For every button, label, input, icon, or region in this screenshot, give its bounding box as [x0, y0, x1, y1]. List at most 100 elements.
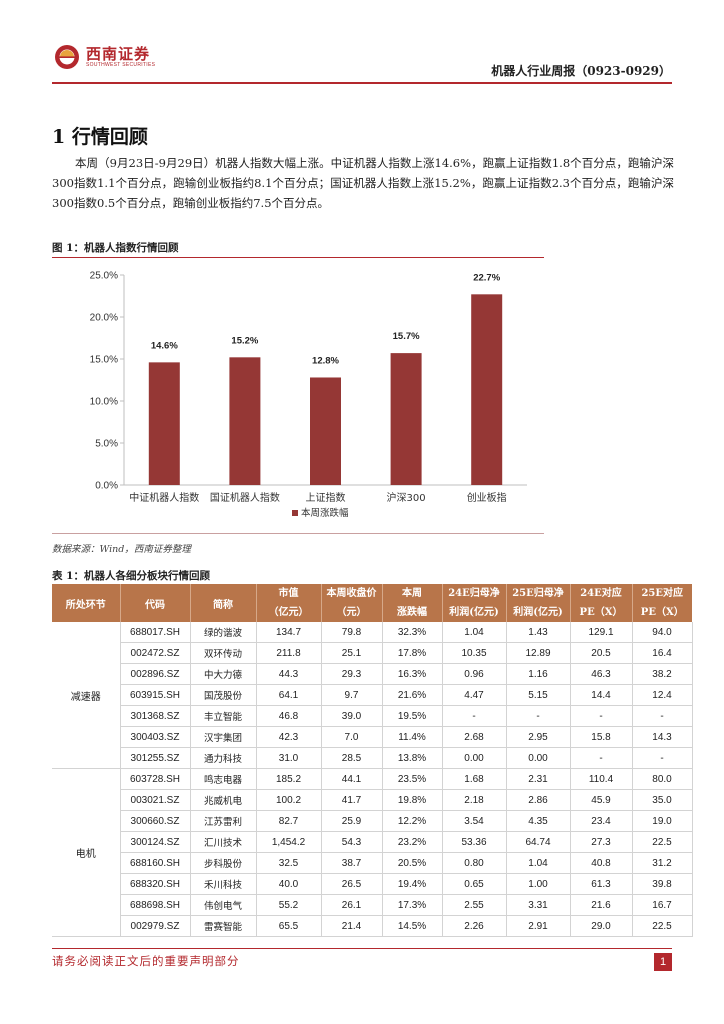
table-cell: 1.68: [441, 768, 506, 790]
table-header-text: 简称: [213, 599, 233, 611]
table-row: 688320.SH 禾川科技 40.0 26.5 19.4% 0.65 1.00 61.3 39…: [52, 873, 693, 895]
table-cell: 25.9: [320, 810, 382, 832]
table-group-cell: 减速器: [52, 622, 120, 769]
table-header-cell: 25E归母净 利润(亿元): [505, 584, 570, 622]
table-header-text: 本周: [402, 588, 422, 599]
table-cell: 1.04: [505, 852, 570, 874]
table-header-text: 所处环节: [65, 599, 106, 611]
logo-mark-icon: [55, 45, 79, 69]
section-heading: 1 行情回顾: [52, 126, 148, 148]
table-cell: 002472.SZ: [119, 642, 190, 664]
bar: [148, 362, 180, 485]
table-cell: 绿的谐波: [189, 622, 256, 643]
table-cell: 55.2: [255, 894, 321, 916]
table-cell: 44.1: [320, 768, 382, 790]
table-cell: 0.80: [441, 852, 506, 874]
table-cell: 185.2: [255, 768, 321, 790]
table-cell: 64.74: [505, 831, 570, 853]
table-cell: 45.9: [569, 789, 632, 811]
table-cell: 1,454.2: [255, 831, 321, 853]
table-header-text: PE（X）: [579, 607, 623, 618]
bar: [390, 353, 422, 485]
table-cell: 65.5: [255, 915, 321, 937]
table-cell: 16.7: [631, 894, 693, 916]
bar: [310, 377, 341, 485]
table-cell: 21.6%: [381, 684, 442, 706]
table-cell: 19.0: [631, 810, 693, 832]
table-header-text: 代码: [145, 599, 165, 611]
table-cell: 0.00: [441, 747, 506, 769]
table-cell: 54.3: [320, 831, 382, 853]
table-cell: 61.3: [569, 873, 632, 895]
footer-disclaimer: 请务必阅读正文后的重要声明部分: [52, 954, 240, 968]
table-header-text: 25E归母净: [512, 588, 564, 599]
table-cell: 12.2%: [381, 810, 442, 832]
table-header-cell: 市值 （亿元）: [255, 584, 321, 622]
table-cell: 300403.SZ: [119, 726, 190, 748]
table-row: 301255.SZ 通力科技 31.0 28.5 13.8% 0.00 0.00- -: [52, 747, 693, 769]
table-cell: 19.4%: [381, 873, 442, 895]
bar-chart-svg: 0.0% 5.0% 10.0% 15.0% 20.0% 25.0% 14.6% 中证机器人指数…: [90, 271, 527, 519]
table-cell: 46.8: [255, 705, 321, 727]
bar-data-label: 15.2%: [231, 335, 258, 346]
y-tick-label: 10.0%: [90, 397, 118, 408]
table-row: 300124.SZ 汇川技术 1,454.2 54.3 23.2% 53.36 64.74 2…: [52, 831, 693, 853]
table-cell: 25.1: [320, 642, 382, 664]
table-cell: 14.4: [569, 684, 632, 706]
y-tick-label: 20.0%: [90, 313, 118, 324]
table-header-text: 25E对应: [641, 588, 684, 599]
table-cell: 40.8: [569, 852, 632, 874]
table-cell: 79.8: [320, 622, 382, 643]
table-cell: 002979.SZ: [119, 915, 190, 937]
table-cell: 003021.SZ: [119, 789, 190, 811]
table-cell: 38.7: [320, 852, 382, 874]
table-cell: 20.5: [569, 642, 632, 664]
table-cell: 中大力德: [189, 663, 256, 685]
table-cell: 80.0: [631, 768, 693, 790]
table-cell: 23.4: [569, 810, 632, 832]
table-cell: 江苏雷利: [189, 810, 256, 832]
table-row: 603915.SH 国茂股份 64.1 9.7 21.6% 4.47 5.15 14.4 12.…: [52, 684, 693, 706]
table-cell: 129.1: [569, 622, 632, 643]
table-header-cell: 25E对应 PE（X）: [631, 584, 692, 622]
table-cell: 82.7: [255, 810, 321, 832]
table-cell: 1.43: [505, 622, 570, 643]
table-cell: 300124.SZ: [119, 831, 190, 853]
table-body: 减速器 688017.SH 绿的谐波 134.7 79.8 32.3% 1.04 1.43 12…: [52, 622, 693, 937]
table-cell: 19.5%: [381, 705, 442, 727]
table-cell: 300660.SZ: [119, 810, 190, 832]
logo-name-cn: 西南证券: [86, 45, 151, 63]
table-header-text: （亿元）: [268, 607, 309, 618]
table-row: 688698.SH 伟创电气 55.2 26.1 17.3% 2.55 3.31 21.6 16…: [52, 894, 693, 916]
table-cell: 688160.SH: [119, 852, 190, 874]
y-tick-label: 15.0%: [90, 355, 118, 366]
table-cell: 603915.SH: [119, 684, 190, 706]
table-cell: 1.16: [505, 663, 570, 685]
table-cell: 688320.SH: [119, 873, 190, 895]
table-cell: 0.96: [441, 663, 506, 685]
logo-name-en: SOUTHWEST SECURITIES: [86, 62, 156, 68]
table-cell: 32.3%: [381, 622, 442, 643]
table-cell: -: [569, 747, 632, 769]
table-header-cell: 所处环节: [52, 584, 120, 622]
table-row: 002979.SZ 雷赛智能 65.5 21.4 14.5% 2.26 2.91 29.0 22…: [52, 915, 693, 937]
table-cell: 2.95: [505, 726, 570, 748]
bar-data-label: 22.7%: [473, 272, 500, 283]
bar-chart: 0.0% 5.0% 10.0% 15.0% 20.0% 25.0% 14.6% 中证机器人指数…: [52, 258, 544, 530]
table-cell: -: [441, 705, 506, 727]
table-cell: 134.7: [255, 622, 321, 643]
table-header-cell: 24E对应 PE（X）: [569, 584, 632, 622]
table-cell: 20.5%: [381, 852, 442, 874]
report-title: 机器人行业周报（0923-0929）: [491, 64, 671, 78]
bar: [229, 357, 261, 485]
table-row: 301368.SZ 丰立智能 46.8 39.0 19.5% - - - -: [52, 705, 693, 727]
table-cell: 鸣志电器: [189, 768, 256, 790]
table-row: 002472.SZ 双环传动 211.8 25.1 17.8% 10.35 12.89 20.…: [52, 642, 693, 664]
table-cell: -: [631, 705, 693, 727]
table-cell: 通力科技: [189, 747, 256, 769]
table-cell: 5.15: [505, 684, 570, 706]
table-cell: 16.4: [631, 642, 693, 664]
table-cell: 禾川科技: [189, 873, 256, 895]
table-cell: -: [505, 705, 570, 727]
table-cell: 15.8: [569, 726, 632, 748]
